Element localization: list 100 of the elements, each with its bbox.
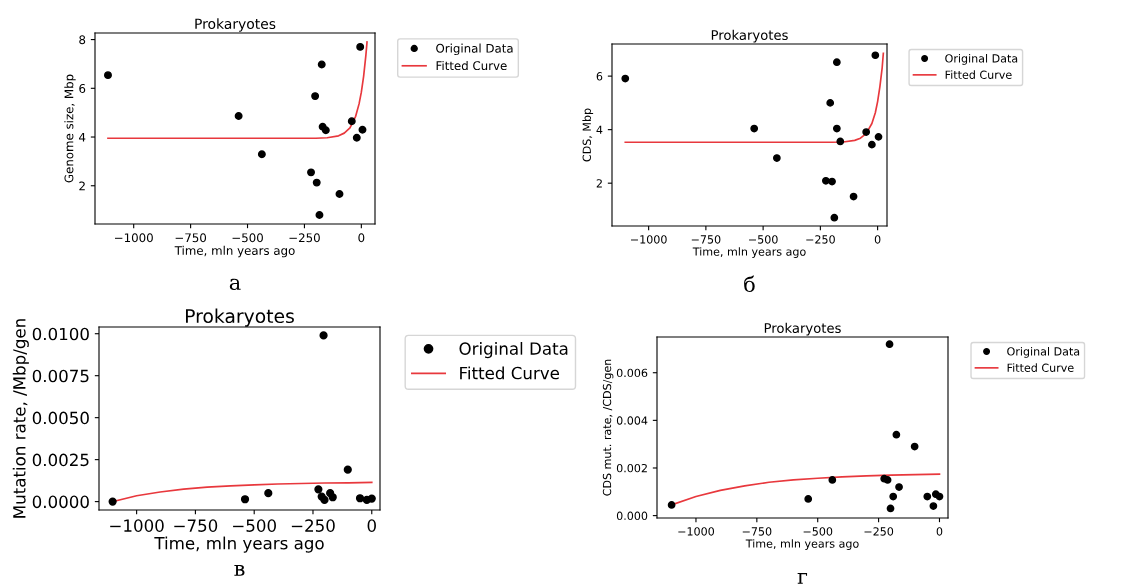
point (935, 492, 944, 501)
point (234, 112, 243, 121)
legend-label: Original Data (945, 54, 1018, 65)
y-tick-label: 0.0025 (32, 453, 89, 467)
y-tick-label: 6 (79, 84, 86, 93)
point (892, 430, 901, 439)
point (621, 74, 630, 83)
chart-title: Prokaryotes (186, 308, 294, 327)
x-tick-label: 0 (367, 519, 376, 532)
point (321, 126, 330, 135)
point (828, 476, 837, 484)
point (836, 137, 845, 146)
x-tick-label: −250 (291, 519, 335, 532)
legend-label: Fitted Curve (1007, 363, 1074, 372)
point (108, 497, 117, 506)
point (826, 99, 835, 107)
point (871, 51, 880, 60)
x-axis-title: Time, mln years ago (745, 539, 859, 550)
point (830, 213, 839, 222)
legend-label: Original Data (1007, 347, 1080, 358)
point (667, 501, 676, 509)
x-axis-title: Time, mln years ago (692, 247, 806, 258)
point (355, 494, 365, 503)
point (885, 340, 894, 349)
x-tick-label: −750 (175, 233, 207, 243)
chart-title: Prokaryotes (711, 29, 788, 43)
y-tick-label: 0.006 (616, 368, 648, 378)
point (804, 495, 813, 503)
chart-title: Prokaryotes (195, 18, 276, 32)
x-tick-label: 0 (358, 233, 365, 243)
x-axis-title: Time, mln years ago (174, 245, 295, 258)
point (868, 140, 876, 149)
y-axis-title: Mutation rate, /Mbp/gen (12, 319, 29, 518)
y-tick-label: 2 (79, 181, 85, 191)
y-tick-label: 0.000 (616, 511, 648, 520)
point (895, 483, 903, 491)
text: а (229, 278, 241, 291)
point (317, 60, 326, 69)
point (750, 124, 759, 133)
text: г (797, 572, 808, 584)
text: в (234, 564, 245, 576)
x-tick-label: −250 (289, 233, 320, 243)
y-axis-title: CDS, Mbp (582, 108, 594, 162)
point (822, 176, 830, 185)
legend-label: Original Data (459, 342, 568, 359)
x-tick-label: −750 (174, 519, 218, 532)
x-tick-label: −1000 (678, 527, 715, 536)
y-tick-label: 0.0000 (32, 495, 89, 509)
y-tick-label: 0.0075 (32, 369, 89, 383)
point (910, 442, 919, 451)
line-series (107, 41, 368, 140)
point (240, 495, 250, 504)
x-tick-label: −500 (749, 235, 778, 244)
x-tick-label: −500 (232, 233, 263, 243)
point (311, 92, 320, 101)
y-tick-label: 0.002 (616, 463, 647, 473)
x-tick-label: −500 (803, 527, 833, 536)
x-tick-label: 0 (936, 527, 943, 536)
legend-label: Fitted Curve (436, 60, 507, 71)
y-tick-label: 2 (596, 179, 602, 188)
x-tick-label: 0 (874, 235, 881, 244)
x-tick-label: −750 (691, 235, 721, 244)
text: б (744, 275, 755, 293)
point (104, 71, 112, 80)
point (264, 489, 273, 498)
legend-label: Original Data (436, 43, 513, 56)
point (773, 154, 781, 162)
point (352, 133, 361, 142)
point (929, 502, 938, 510)
point (828, 177, 836, 186)
y-tick-label: 6 (596, 72, 603, 81)
point (849, 192, 858, 201)
point (319, 331, 328, 340)
point (889, 492, 898, 501)
point (923, 492, 932, 501)
legend-label: Fitted Curve (945, 70, 1012, 79)
y-tick-label: 0.0050 (32, 411, 89, 425)
point (312, 178, 321, 187)
x-axis-title: Time, mln years ago (154, 536, 324, 553)
point (832, 58, 841, 67)
point (832, 124, 841, 133)
x-tick-label: −500 (233, 519, 276, 532)
x-tick-label: −250 (806, 235, 835, 244)
x-tick-label: −1000 (114, 233, 153, 243)
y-tick-label: 0.0100 (32, 327, 89, 341)
point (356, 42, 365, 51)
legend-label: Fitted Curve (460, 366, 560, 380)
point (320, 495, 329, 505)
point (367, 494, 376, 503)
chart-title: Prokaryotes (764, 322, 841, 336)
y-tick-label: 4 (596, 125, 603, 134)
point (347, 117, 356, 126)
point (335, 190, 344, 198)
y-axis-title: CDS mut. rate, /CDS/gen (602, 359, 614, 496)
y-tick-label: 4 (79, 132, 86, 142)
point (343, 465, 352, 474)
y-tick-label: 0.004 (616, 416, 648, 425)
line-series (624, 52, 885, 144)
point (315, 211, 324, 219)
point (358, 125, 367, 134)
